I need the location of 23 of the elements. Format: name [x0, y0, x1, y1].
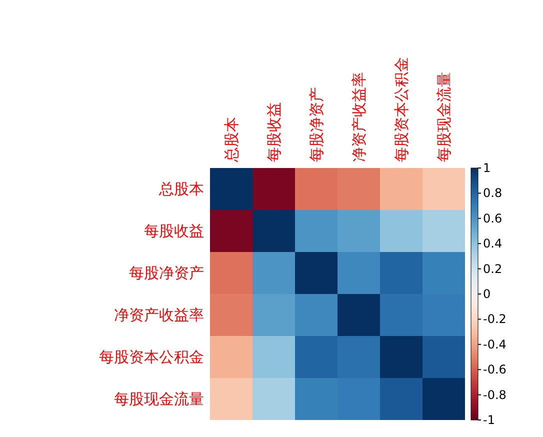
x-tick-label: 每股收益 — [264, 102, 283, 162]
color-bar-label: -0.4 — [483, 337, 506, 352]
color-bar-label: 0.2 — [483, 262, 502, 276]
x-tick-label: 总股本 — [222, 117, 240, 163]
y-tick-label: 净资产收益率 — [114, 306, 204, 324]
color-bar-label: 0.4 — [483, 236, 502, 251]
x-tick-label: 每股现金流量 — [434, 72, 453, 162]
color-bar-label: 1 — [483, 161, 491, 175]
color-bar-label: 0.8 — [483, 186, 502, 200]
x-tick-label: 每股净资产 — [307, 87, 326, 162]
color-bar-label: -0.2 — [483, 312, 506, 326]
color-bar-label: -0.6 — [483, 362, 506, 377]
y-tick-label: 每股收益 — [144, 222, 204, 240]
color-bar-label: 0 — [483, 287, 491, 301]
y-tick-label: 每股资本公积金 — [99, 348, 204, 366]
x-tick-label: 净资产收益率 — [350, 72, 368, 162]
color-bar-label: -1 — [483, 413, 495, 427]
color-bar-label: 0.6 — [483, 211, 502, 226]
color-bar-label: -0.8 — [483, 388, 506, 402]
y-tick-label: 每股现金流量 — [114, 390, 204, 408]
x-tick-label: 每股资本公积金 — [392, 57, 410, 162]
y-tick-label: 每股净资产 — [129, 264, 204, 282]
y-tick-label: 总股本 — [158, 180, 204, 198]
